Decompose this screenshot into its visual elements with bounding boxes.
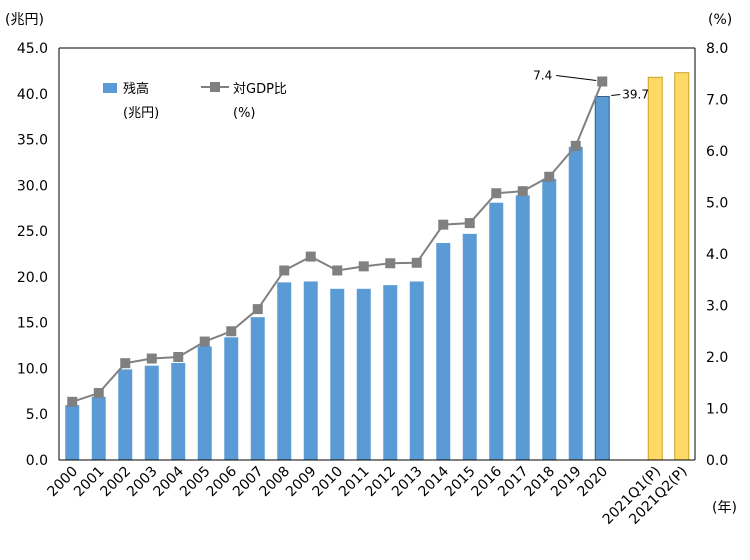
gdp-ratio-marker (385, 258, 396, 269)
bar-data-label: 39.7 (622, 88, 649, 102)
bar (303, 281, 318, 460)
x-axis-unit: (年) (712, 500, 737, 516)
line-data-label: 7.4 (533, 68, 552, 82)
gdp-ratio-marker (146, 353, 157, 364)
bar (91, 396, 106, 460)
legend: 残高 (兆円) 対GDP比 (%) (103, 81, 287, 121)
legend-unit-line: (%) (233, 106, 256, 121)
bar (250, 317, 265, 460)
gdp-ratio-marker (252, 304, 263, 315)
gdp-ratio-marker (93, 388, 104, 399)
y-right-tick-label: 3.0 (706, 299, 728, 315)
y-right-tick-label: 4.0 (706, 247, 728, 263)
y-left-tick-label: 40.0 (17, 87, 48, 103)
gdp-ratio-marker (570, 140, 581, 151)
y-left-tick-label: 20.0 (17, 270, 48, 286)
y-left-tick-label: 15.0 (17, 316, 48, 332)
y-left-tick-label: 35.0 (17, 133, 48, 149)
gdp-ratio-marker (199, 336, 210, 347)
y-right-tick-label: 6.0 (706, 144, 728, 160)
y-left-tick-label: 25.0 (17, 224, 48, 240)
bar (568, 146, 583, 460)
bar (647, 76, 663, 461)
gdp-ratio-marker (544, 171, 555, 182)
bar (674, 72, 690, 461)
legend-label-line: 対GDP比 (233, 82, 287, 97)
bar (330, 288, 345, 460)
legend-marker-swatch (210, 82, 220, 92)
bar (144, 365, 159, 460)
x-tick-label: 2020 (575, 464, 612, 501)
bar (224, 337, 239, 460)
y-left-tick-label: 30.0 (17, 178, 48, 194)
gdp-ratio-marker (597, 76, 608, 87)
bar-label-leader (611, 94, 621, 97)
y-left-tick-label: 10.0 (17, 361, 48, 377)
gdp-ratio-marker (491, 188, 502, 199)
plot-area: 7.4 39.7 (65, 68, 690, 461)
gdp-ratio-marker (358, 261, 369, 272)
legend-label-bar: 残高 (123, 81, 149, 97)
y-right-tick-label: 2.0 (706, 350, 728, 366)
y-right-tick-label: 8.0 (706, 41, 728, 57)
gdp-ratio-marker (226, 326, 237, 337)
gdp-ratio-marker (464, 218, 475, 229)
bar (542, 178, 557, 460)
bar (409, 281, 424, 460)
y-left-tick-label: 45.0 (17, 41, 48, 57)
bar (356, 288, 371, 460)
bar (383, 285, 398, 460)
bar (462, 233, 477, 460)
bar (171, 362, 186, 460)
bar (489, 202, 504, 460)
gdp-ratio-marker (305, 251, 316, 262)
gdp-ratio-marker (438, 219, 449, 230)
legend-unit-bar: (兆円) (123, 106, 159, 121)
y-right-unit: (%) (708, 12, 732, 28)
legend-swatch-bar (103, 83, 117, 93)
y-left-unit: (兆円) (5, 12, 44, 28)
gdp-ratio-marker (67, 396, 78, 407)
line-label-leader (556, 74, 597, 81)
bar (197, 346, 212, 460)
bar (118, 369, 133, 460)
y-right-tick-label: 5.0 (706, 196, 728, 212)
y-left-tick-label: 0.0 (26, 453, 48, 469)
bar (515, 195, 530, 460)
y-left-tick-label: 5.0 (26, 407, 48, 423)
bar (436, 243, 451, 460)
gdp-ratio-marker (517, 186, 528, 197)
bar (277, 282, 292, 460)
gdp-ratio-marker (120, 358, 131, 369)
gdp-ratio-marker (279, 265, 290, 276)
bar (594, 96, 610, 461)
gdp-ratio-marker (173, 352, 184, 362)
y-right-tick-label: 0.0 (706, 453, 728, 469)
y-right-tick-label: 1.0 (706, 402, 728, 418)
gdp-ratio-marker (411, 257, 422, 268)
bar (65, 405, 80, 460)
y-right-tick-label: 7.0 (706, 93, 728, 109)
gdp-ratio-marker (332, 265, 343, 276)
